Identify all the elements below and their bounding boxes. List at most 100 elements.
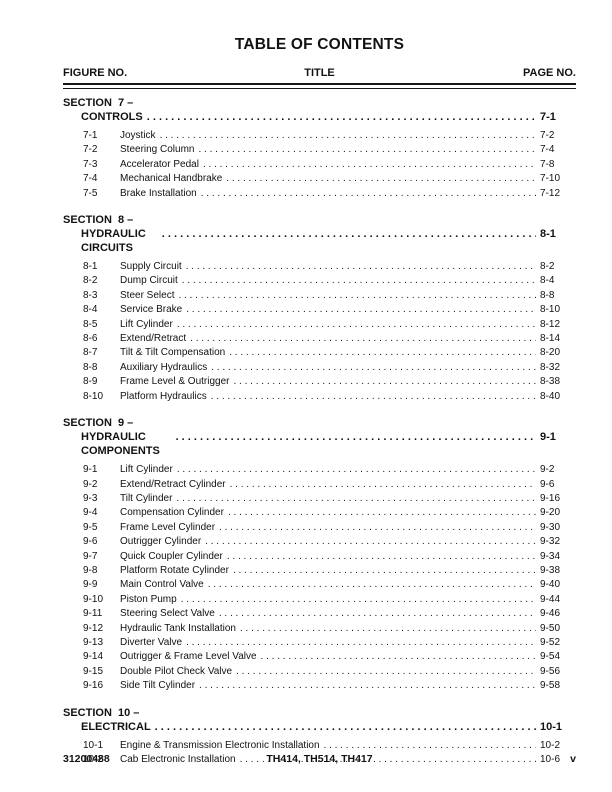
toc-entry-row[interactable]: 8-1 Supply Circuit 8-2 <box>63 260 576 274</box>
section-page-number: 9-1 <box>540 431 556 444</box>
page-title: TABLE OF CONTENTS <box>234 36 405 53</box>
column-header-title: TITLE <box>304 67 335 79</box>
toc-entry-row[interactable]: 8-2 Dump Circuit 8-4 <box>63 274 576 288</box>
section-page-number: 7-1 <box>540 111 556 123</box>
toc-entry-row[interactable]: 9-10 Piston Pump 9-44 <box>63 593 576 607</box>
section-name: HYDRAULIC CIRCUITS <box>81 228 146 255</box>
entry-page-number: 8-38 <box>540 376 561 388</box>
figure-number: 7-3 <box>83 158 98 170</box>
figure-number: 8-10 <box>83 390 104 402</box>
figure-number: 8-6 <box>83 333 98 345</box>
toc-entry-row[interactable]: 7-4 Mechanical Handbrake 7-10 <box>63 172 576 186</box>
dot-leader <box>219 607 536 621</box>
dot-leader <box>226 172 536 186</box>
entry-title: Dump Circuit <box>120 275 178 287</box>
dot-leader <box>229 346 536 360</box>
figure-number: 7-2 <box>83 144 98 156</box>
toc-entry-row[interactable]: 9-1 Lift Cylinder 9-2 <box>63 463 576 477</box>
toc-section: SECTION 7 – CONTROLS 7-1 7-1 Joystick 7-… <box>63 96 576 201</box>
column-header-row: FIGURE NO. TITLE PAGE NO. <box>63 67 576 79</box>
figure-number: 8-9 <box>83 376 98 388</box>
toc-entry-row[interactable]: 8-9 Frame Level & Outrigger 8-38 <box>63 375 576 389</box>
toc-entry-row[interactable]: 10-2 Cab Electronic Installation 10-6 <box>63 753 576 767</box>
section-title-row[interactable]: ELECTRICAL 10-1 <box>63 720 576 734</box>
toc-entry-row[interactable]: 9-13 Diverter Valve 9-52 <box>63 636 576 650</box>
dot-leader <box>219 521 536 535</box>
figure-number: 7-5 <box>83 187 98 199</box>
entry-title: Hydraulic Tank Installation <box>120 622 236 634</box>
toc-entry-row[interactable]: 8-7 Tilt & Tilt Compensation 8-20 <box>63 346 576 360</box>
toc-entry-row[interactable]: 10-1 Engine & Transmission Electronic In… <box>63 739 576 753</box>
entry-page-number: 8-2 <box>540 261 555 273</box>
figure-number: 9-12 <box>83 622 104 634</box>
section-title-row[interactable]: CONTROLS 7-1 <box>63 110 576 124</box>
dot-leader <box>233 564 536 578</box>
figure-number: 9-4 <box>83 507 98 519</box>
entry-page-number: 9-58 <box>540 680 561 692</box>
dot-leader <box>186 260 536 274</box>
dot-leader <box>177 318 536 332</box>
toc-entry-row[interactable]: 9-16 Side Tilt Cylinder 9-58 <box>63 679 576 693</box>
toc-entry-row[interactable]: 9-2 Extend/Retract Cylinder 9-6 <box>63 478 576 492</box>
toc-entry-row[interactable]: 7-2 Steering Column 7-4 <box>63 143 576 157</box>
toc-entry-row[interactable]: 9-11 Steering Select Valve 9-46 <box>63 607 576 621</box>
entry-title: Mechanical Handbrake <box>120 173 223 185</box>
toc-entry-row[interactable]: 8-8 Auxiliary Hydraulics 8-32 <box>63 361 576 375</box>
section-page-number: 8-1 <box>540 228 556 241</box>
entry-title: Extend/Retract Cylinder <box>120 478 226 490</box>
entry-title: Engine & Transmission Electronic Install… <box>120 739 320 751</box>
section-title-row[interactable]: HYDRAULIC COMPONENTS 9-1 <box>63 430 576 458</box>
dot-leader <box>181 593 536 607</box>
entry-page-number: 10-2 <box>540 739 561 751</box>
toc-entry-row[interactable]: 9-5 Frame Level Cylinder 9-30 <box>63 521 576 535</box>
section-name: ELECTRICAL <box>81 720 151 733</box>
entry-page-number: 8-8 <box>540 289 555 301</box>
section-name: CONTROLS <box>81 111 143 123</box>
entry-title: Main Control Valve <box>120 579 204 591</box>
toc-entry-row[interactable]: 9-6 Outrigger Cylinder 9-32 <box>63 535 576 549</box>
section-label: SECTION 9 – <box>63 417 134 430</box>
toc-entry-row[interactable]: 8-5 Lift Cylinder 8-12 <box>63 318 576 332</box>
toc-entry-row[interactable]: 9-4 Compensation Cylinder 9-20 <box>63 506 576 520</box>
toc-entry-row[interactable]: 8-6 Extend/Retract 8-14 <box>63 332 576 346</box>
toc-entry-row[interactable]: 9-7 Quick Coupler Cylinder 9-34 <box>63 550 576 564</box>
toc-entry-row[interactable]: 9-3 Tilt Cylinder 9-16 <box>63 492 576 506</box>
entry-page-number: 7-4 <box>540 144 555 156</box>
entry-title: Brake Installation <box>120 187 197 199</box>
toc-entry-row[interactable]: 7-5 Brake Installation 7-12 <box>63 187 576 201</box>
toc-section: SECTION 9 – HYDRAULIC COMPONENTS 9-1 9-1… <box>63 416 576 694</box>
toc-entry-row[interactable]: 8-4 Service Brake 8-10 <box>63 303 576 317</box>
entry-title: Supply Circuit <box>120 261 182 273</box>
entry-page-number: 8-14 <box>540 333 561 345</box>
toc-entry-row[interactable]: 9-14 Outrigger & Frame Level Valve 9-54 <box>63 650 576 664</box>
entry-page-number: 9-50 <box>540 622 561 634</box>
entry-title: Diverter Valve <box>120 636 183 648</box>
toc-entry-row[interactable]: 8-10 Platform Hydraulics 8-40 <box>63 390 576 404</box>
figure-number: 10-2 <box>83 754 104 765</box>
toc-entry-row[interactable]: 9-8 Platform Rotate Cylinder 9-38 <box>63 564 576 578</box>
entry-title: Lift Cylinder <box>120 464 173 476</box>
section-entries: 9-1 Lift Cylinder 9-2 9-2 Extend/Retract… <box>63 463 576 694</box>
toc-entry-row[interactable]: 7-1 Joystick 7-2 <box>63 129 576 143</box>
section-title-row[interactable]: HYDRAULIC CIRCUITS 8-1 <box>63 227 576 255</box>
dot-leader <box>201 187 536 201</box>
toc-entry-row[interactable]: 9-15 Double Pilot Check Valve 9-56 <box>63 665 576 679</box>
toc-entry-row[interactable]: 7-3 Accelerator Pedal 7-8 <box>63 158 576 172</box>
entry-page-number: 9-32 <box>540 536 561 548</box>
entry-title: Double Pilot Check Valve <box>120 665 233 677</box>
dot-leader <box>155 720 536 734</box>
toc-entry-row[interactable]: 9-9 Main Control Valve 9-40 <box>63 578 576 592</box>
dot-leader <box>227 550 536 564</box>
entry-title: Frame Level Cylinder <box>120 521 216 533</box>
dot-leader <box>228 506 536 520</box>
section-entries: 8-1 Supply Circuit 8-2 8-2 Dump Circuit … <box>63 260 576 404</box>
section-label: SECTION 10 – <box>63 706 140 719</box>
page-footer: 31200488 TH414, TH514, TH417 v <box>63 753 576 765</box>
entry-page-number: 8-10 <box>540 304 561 316</box>
entry-title: Joystick <box>120 130 156 141</box>
entry-title: Frame Level & Outrigger <box>120 376 230 388</box>
toc-entry-row[interactable]: 9-12 Hydraulic Tank Installation 9-50 <box>63 622 576 636</box>
toc-entry-row[interactable]: 8-3 Steer Select 8-8 <box>63 289 576 303</box>
entry-page-number: 9-56 <box>540 665 561 677</box>
section-entries: 10-1 Engine & Transmission Electronic In… <box>63 739 576 768</box>
